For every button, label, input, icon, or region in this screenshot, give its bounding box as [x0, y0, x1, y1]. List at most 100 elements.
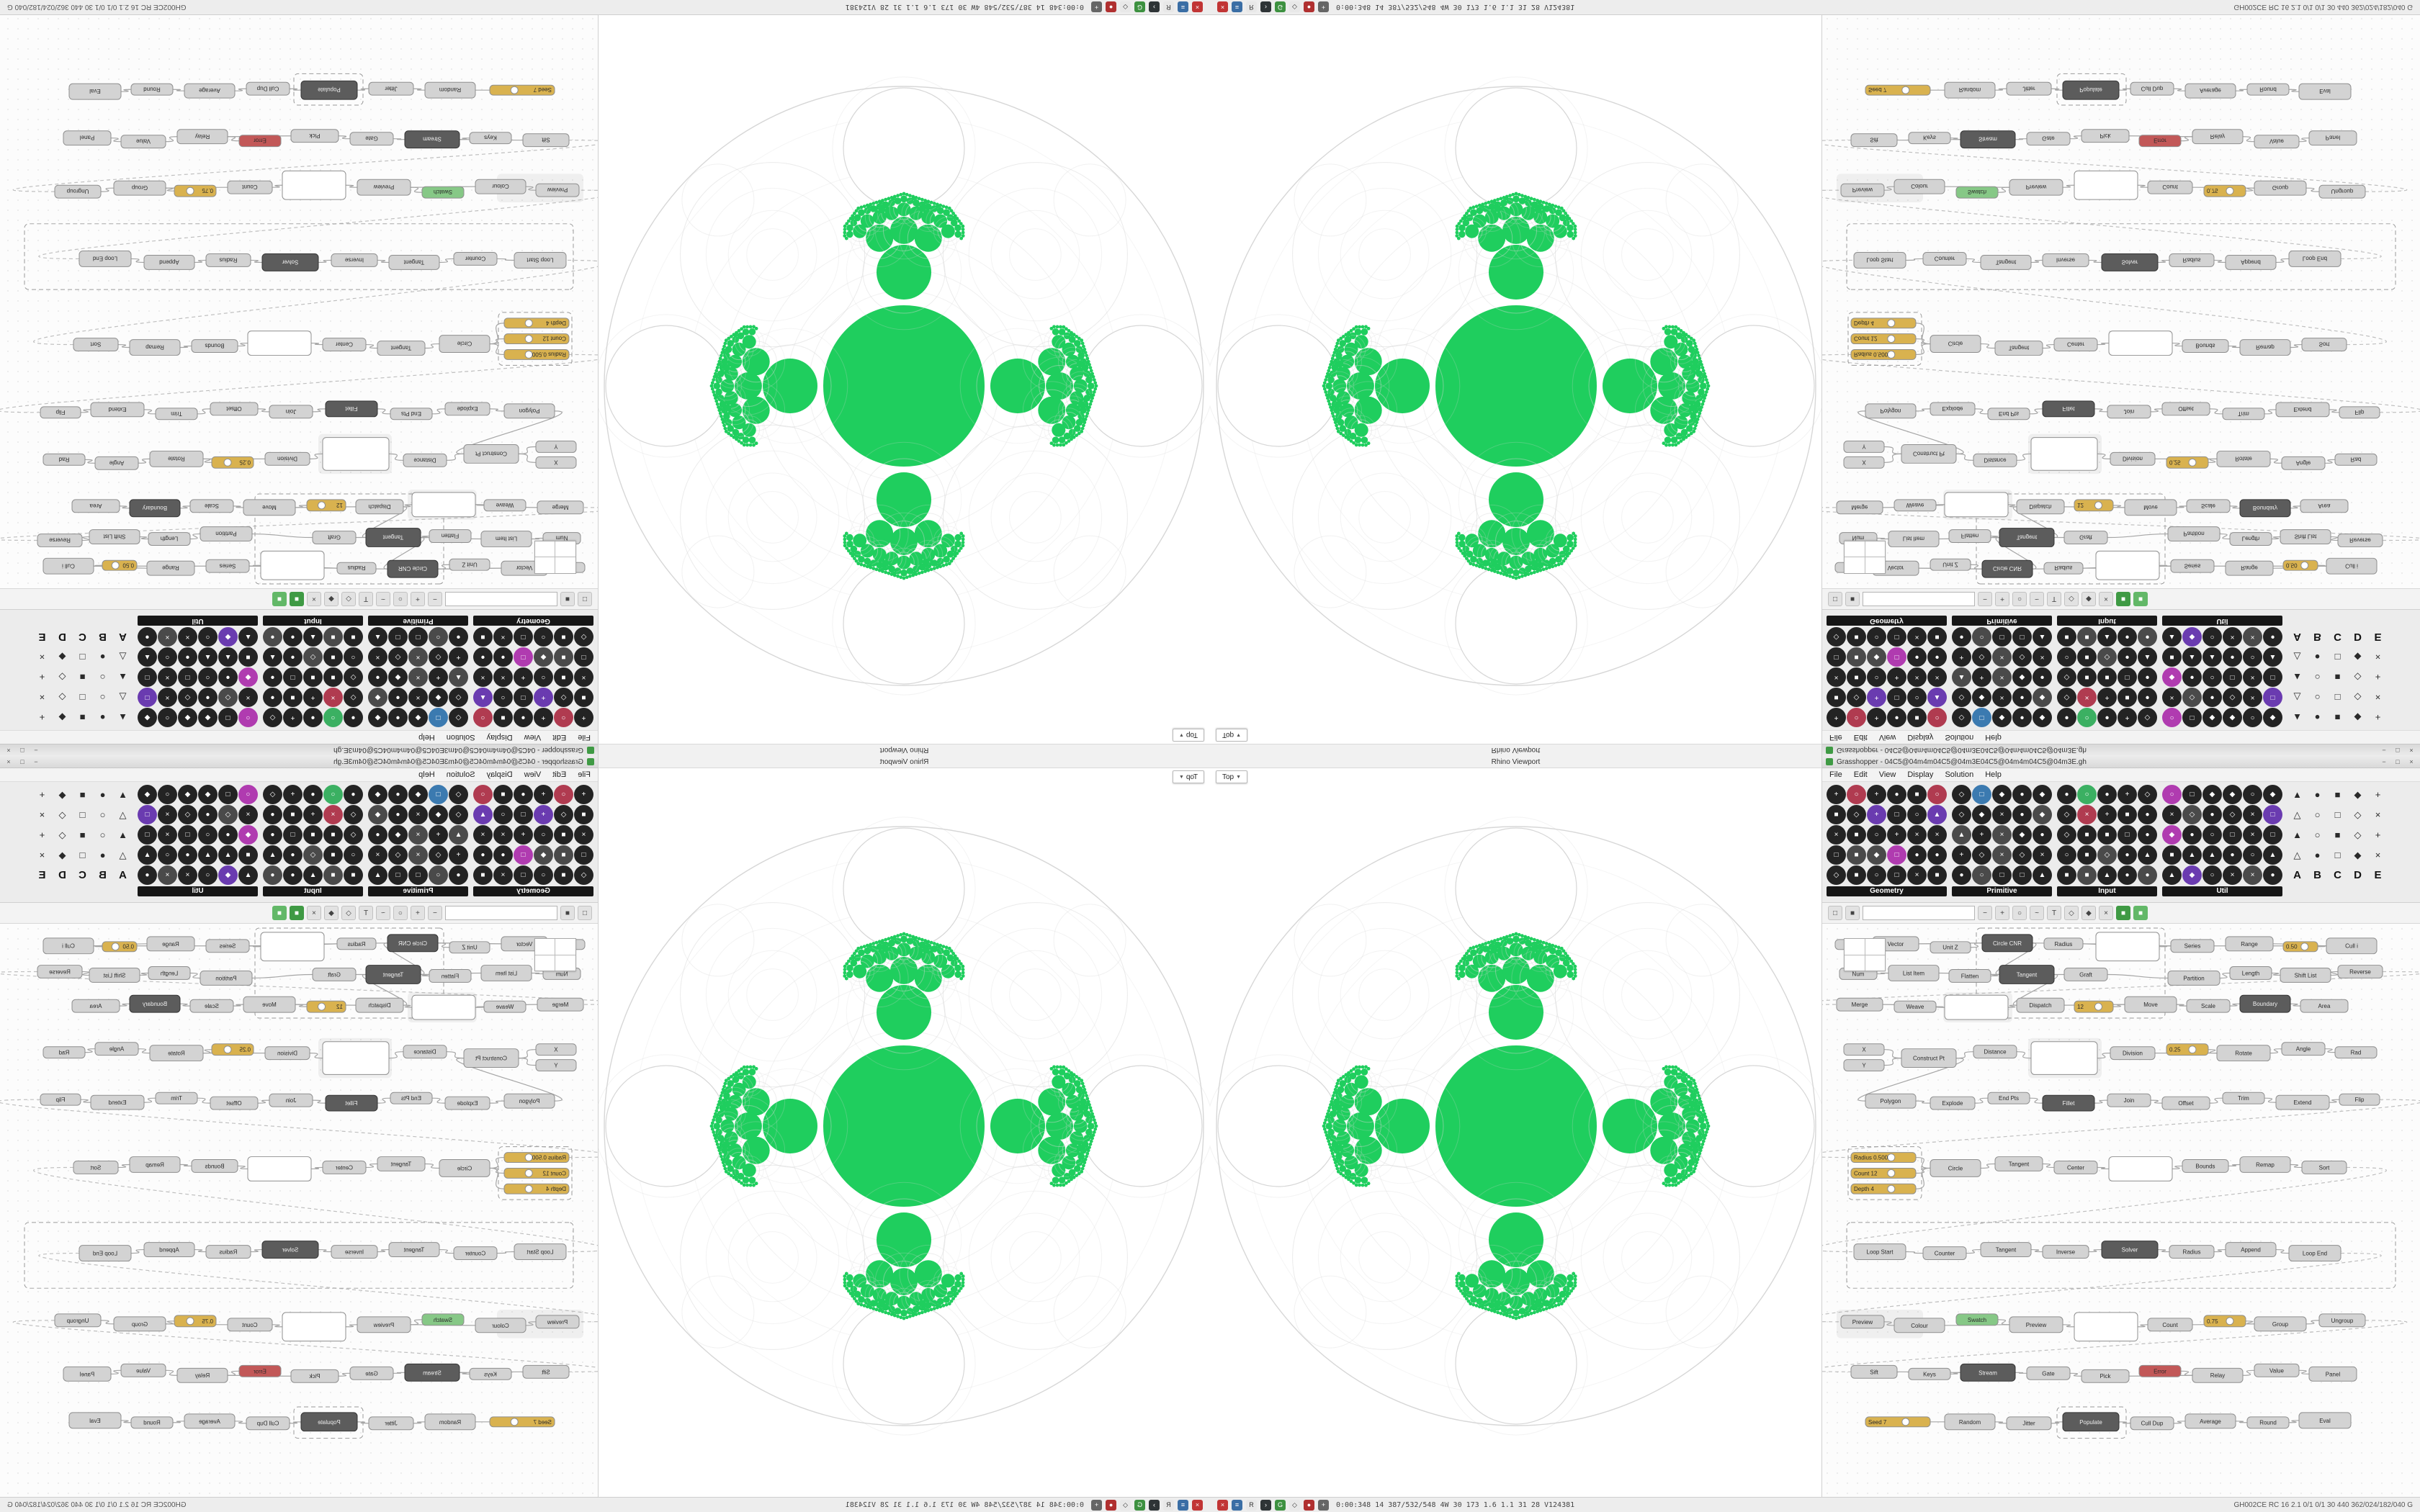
canvas-navigator[interactable]: [1844, 541, 1886, 574]
component-icon[interactable]: □: [2118, 825, 2137, 845]
component-icon[interactable]: ●: [449, 627, 468, 647]
component-icon[interactable]: +: [1887, 667, 1906, 687]
gh-node[interactable]: Range: [146, 936, 195, 952]
gh-node[interactable]: Seed 7: [1865, 1416, 1931, 1428]
gh-node[interactable]: [411, 492, 476, 518]
shape-icon[interactable]: +: [2375, 712, 2381, 723]
gh-node[interactable]: Remap: [2239, 1156, 2291, 1173]
viewport-canvas[interactable]: [598, 15, 1210, 744]
component-icon[interactable]: +: [1867, 688, 1886, 707]
gh-node[interactable]: Gate: [2026, 1366, 2071, 1380]
gh-node[interactable]: Average: [2184, 83, 2236, 99]
component-icon[interactable]: ●: [218, 825, 238, 845]
gh-node[interactable]: Explode: [1930, 402, 1976, 416]
letter-tab-d[interactable]: D: [2354, 631, 2362, 643]
shape-icon[interactable]: ×: [39, 850, 45, 860]
palette-tab-input[interactable]: Input: [2057, 616, 2157, 626]
shape-icon[interactable]: +: [39, 789, 45, 800]
component-icon[interactable]: □: [1887, 647, 1906, 667]
component-icon[interactable]: ●: [473, 647, 493, 667]
gh-node[interactable]: Loop End: [79, 1245, 132, 1261]
component-icon[interactable]: ◆: [368, 688, 387, 707]
gh-node[interactable]: Rotate: [149, 450, 204, 467]
component-icon[interactable]: ◇: [449, 708, 468, 727]
component-icon[interactable]: ◇: [429, 845, 448, 865]
taskbar-files-icon[interactable]: ≡: [1232, 1499, 1242, 1511]
zoom-extents-icon[interactable]: ○: [2012, 906, 2027, 920]
component-icon[interactable]: ×: [158, 667, 177, 687]
component-icon[interactable]: ◆: [138, 785, 157, 804]
taskbar-media-icon[interactable]: ●: [1106, 1, 1116, 13]
component-icon[interactable]: ×: [323, 688, 343, 707]
taskbar-settings-icon[interactable]: +: [1091, 1, 1102, 13]
component-icon[interactable]: ●: [2033, 667, 2052, 687]
component-icon[interactable]: ●: [178, 647, 197, 667]
gh-node[interactable]: Boundary: [129, 499, 181, 518]
taskbar-document-icon[interactable]: ◇: [1120, 1, 1131, 13]
gh-node[interactable]: Cull i: [42, 937, 94, 955]
group-region[interactable]: [1976, 927, 2166, 1019]
gh-node[interactable]: Trim: [155, 1092, 198, 1104]
gh-node[interactable]: Merge: [537, 997, 584, 1012]
gh-node[interactable]: Radius 0.500: [1850, 349, 1917, 360]
component-icon[interactable]: ○: [323, 785, 343, 804]
gh-node[interactable]: Remap: [129, 1156, 181, 1173]
component-icon[interactable]: ■: [323, 865, 343, 885]
taskbar-media-icon[interactable]: ●: [1304, 1, 1314, 13]
component-icon[interactable]: ◇: [1827, 627, 1846, 647]
component-icon[interactable]: ×: [1907, 825, 1927, 845]
component-icon[interactable]: ▲: [473, 688, 493, 707]
component-icon[interactable]: ■: [554, 627, 573, 647]
component-icon[interactable]: ■: [2118, 688, 2137, 707]
component-icon[interactable]: ○: [198, 627, 218, 647]
gh-node[interactable]: Depth 4: [503, 1183, 570, 1194]
gh-node[interactable]: Remap: [129, 339, 181, 356]
component-icon[interactable]: ●: [2118, 845, 2137, 865]
shape-icon[interactable]: ○: [2314, 809, 2321, 820]
open-file-icon[interactable]: □: [578, 592, 592, 606]
gh-node[interactable]: Weave: [483, 1000, 526, 1013]
shape-icon[interactable]: ◆: [2354, 652, 2362, 663]
component-icon[interactable]: ●: [1952, 627, 1971, 647]
menu-item-view[interactable]: View: [1878, 770, 1896, 779]
gh-node[interactable]: Extend: [2275, 402, 2330, 418]
component-icon[interactable]: ▲: [2097, 865, 2117, 885]
component-icon[interactable]: ×: [158, 688, 177, 707]
component-icon[interactable]: □: [429, 708, 448, 727]
sketch-icon[interactable]: ~: [376, 906, 390, 920]
component-icon[interactable]: ◇: [263, 785, 282, 804]
component-icon[interactable]: ○: [554, 785, 573, 804]
gh-node[interactable]: Center: [322, 1161, 367, 1174]
component-icon[interactable]: ◇: [1952, 785, 1971, 804]
gh-node[interactable]: Tangent: [1994, 341, 2043, 356]
component-icon[interactable]: ◆: [2033, 688, 2052, 707]
component-icon[interactable]: ×: [1927, 667, 1947, 687]
component-icon[interactable]: ◆: [368, 708, 387, 727]
gh-node[interactable]: Sift: [1850, 133, 1898, 148]
gh-node[interactable]: 0.50: [2282, 559, 2318, 571]
component-icon[interactable]: +: [303, 688, 323, 707]
gh-node[interactable]: Count 12: [503, 333, 570, 345]
zoom-extents-icon[interactable]: ○: [2012, 592, 2027, 606]
component-icon[interactable]: □: [514, 865, 533, 885]
component-icon[interactable]: ▲: [449, 825, 468, 845]
component-icon[interactable]: ●: [2138, 627, 2157, 647]
letter-tab-a[interactable]: A: [2293, 631, 2301, 643]
component-icon[interactable]: ●: [178, 845, 197, 865]
gh-node[interactable]: Jitter: [368, 81, 414, 96]
taskbar-rhino-icon[interactable]: R: [1163, 1, 1174, 13]
close-button[interactable]: ×: [2409, 758, 2414, 765]
component-icon[interactable]: ◇: [2138, 708, 2157, 727]
component-icon[interactable]: ◇: [218, 688, 238, 707]
gh-node[interactable]: Preview: [1840, 1315, 1885, 1329]
gh-node[interactable]: Panel: [2308, 1366, 2357, 1382]
component-icon[interactable]: ○: [1867, 627, 1886, 647]
component-icon[interactable]: +: [1952, 845, 1971, 865]
grasshopper-titlebar[interactable]: Grasshopper - 04C5@04m4m04C5@04m3E04C5@0…: [1822, 744, 2420, 756]
gh-node[interactable]: Cull i: [42, 557, 94, 575]
component-icon[interactable]: ●: [2263, 627, 2282, 647]
component-icon[interactable]: ◇: [178, 805, 197, 824]
gh-node[interactable]: Distance: [1973, 453, 2017, 467]
gh-node[interactable]: Average: [184, 83, 236, 99]
